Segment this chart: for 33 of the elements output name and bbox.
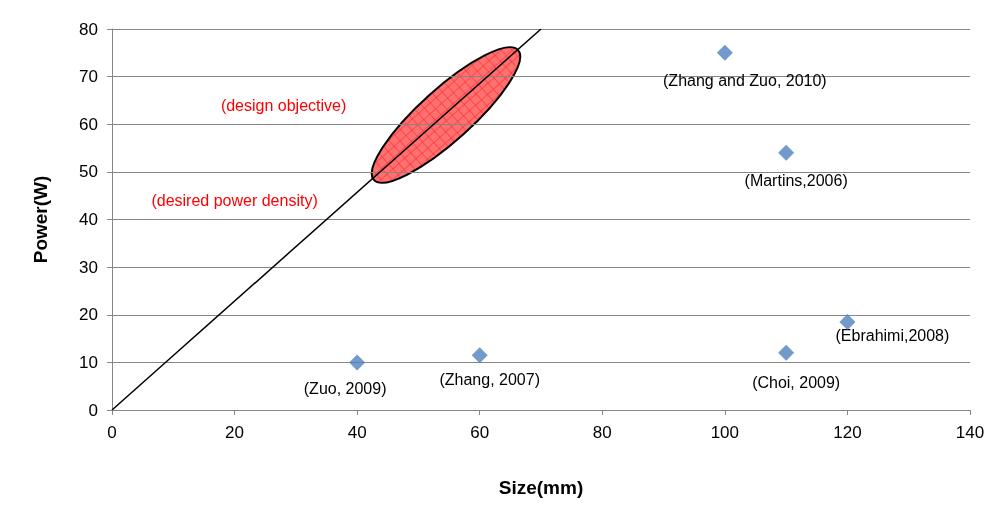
x-tick-label: 80 [592,423,612,442]
y-tick-label: 40 [79,210,98,229]
y-tick-label: 0 [88,400,98,420]
y-tick-label: 30 [79,257,98,277]
annotation: (Ebrahimi,2008) [835,327,950,345]
x-tick-label: 100 [710,423,740,442]
annotation: (desired power density) [151,191,318,209]
point [471,347,488,364]
y-tick-label: 80 [79,19,98,39]
x-tick-label: 40 [347,423,367,442]
x-tick-label: 140 [955,423,985,442]
y-tick-label: 20 [79,305,98,325]
x-tick-label: 120 [833,423,862,442]
point [839,313,856,330]
y-axis-title: Power(W) [30,175,51,264]
x-tick-label: 20 [225,423,245,442]
annotation: (Martins,2006) [744,172,848,190]
y-tick-label: 10 [79,352,98,372]
x-axis-title: Size(mm) [498,477,584,498]
annotation: (Zhang and Zuo, 2010) [663,72,827,90]
annotation: (design objective) [220,96,347,114]
x-tick-label: 0 [107,423,117,442]
annotation: (Zuo, 2009) [303,379,387,397]
y-tick-label: 50 [79,162,98,182]
point [716,44,733,61]
annotation: (Choi, 2009) [752,374,841,392]
point [778,144,795,161]
y-tick-label: 60 [79,114,98,134]
y-tick-label: 70 [79,67,98,87]
point [778,344,795,361]
x-tick-label: 60 [470,423,490,442]
annotation: (Zhang, 2007) [439,370,540,388]
point [349,354,366,371]
